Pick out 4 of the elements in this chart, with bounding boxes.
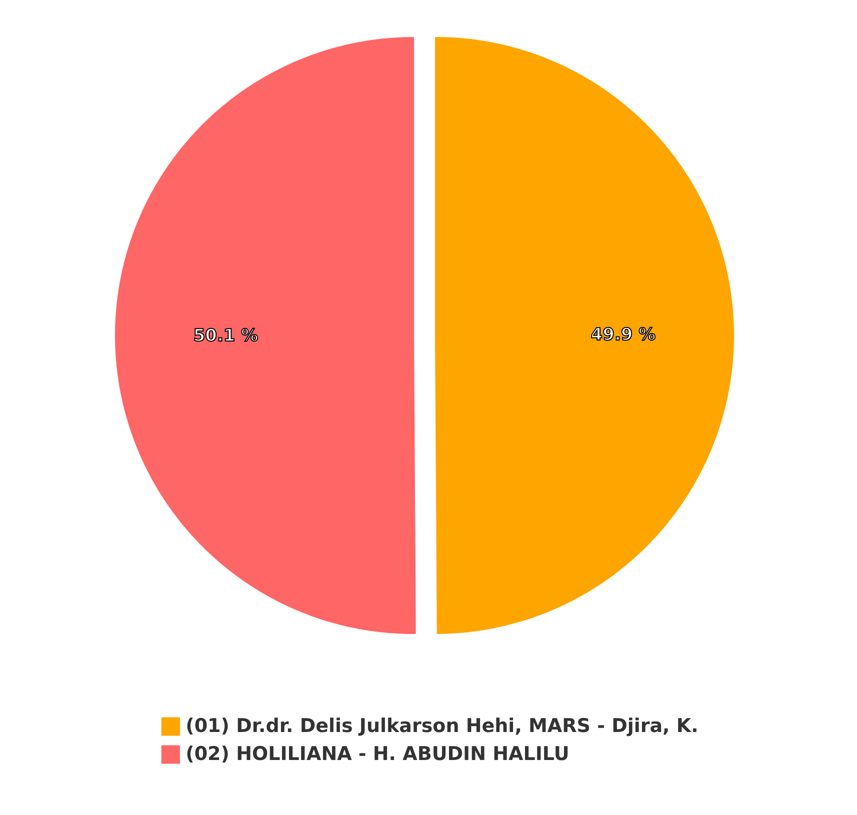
legend-label: (02) HOLILIANA - H. ABUDIN HALILU [186, 743, 570, 765]
legend-label: (01) Dr.dr. Delis Julkarson Hehi, MARS - Djira, K. [186, 715, 698, 737]
data-label: 49.9 % [590, 324, 656, 345]
data-label: 50.1 % [193, 326, 258, 346]
